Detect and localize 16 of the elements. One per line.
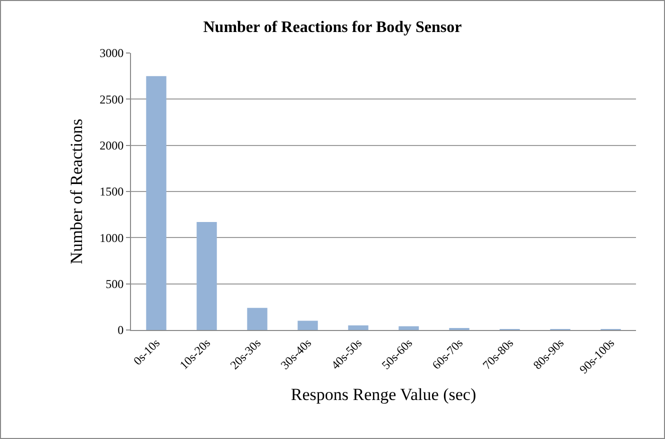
bar (298, 320, 318, 330)
y-tick-label: 3000 (100, 46, 124, 60)
y-tick-label: 1000 (100, 230, 124, 245)
y-axis-title: Number of Reactions (67, 118, 86, 264)
y-tick-label: 500 (106, 277, 124, 292)
bar (196, 222, 217, 330)
y-tick-label: 2500 (100, 92, 124, 106)
bar (146, 76, 166, 330)
y-tick-label: 1500 (100, 184, 124, 199)
y-tick-label: 2000 (100, 138, 124, 153)
y-tick-label: 0 (118, 323, 124, 338)
bar (398, 326, 419, 330)
chart-title: Number of Reactions for Body Sensor (203, 18, 462, 36)
bar (348, 325, 368, 330)
x-axis-title: Respons Renge Value (sec) (290, 384, 476, 404)
bar (247, 308, 268, 330)
